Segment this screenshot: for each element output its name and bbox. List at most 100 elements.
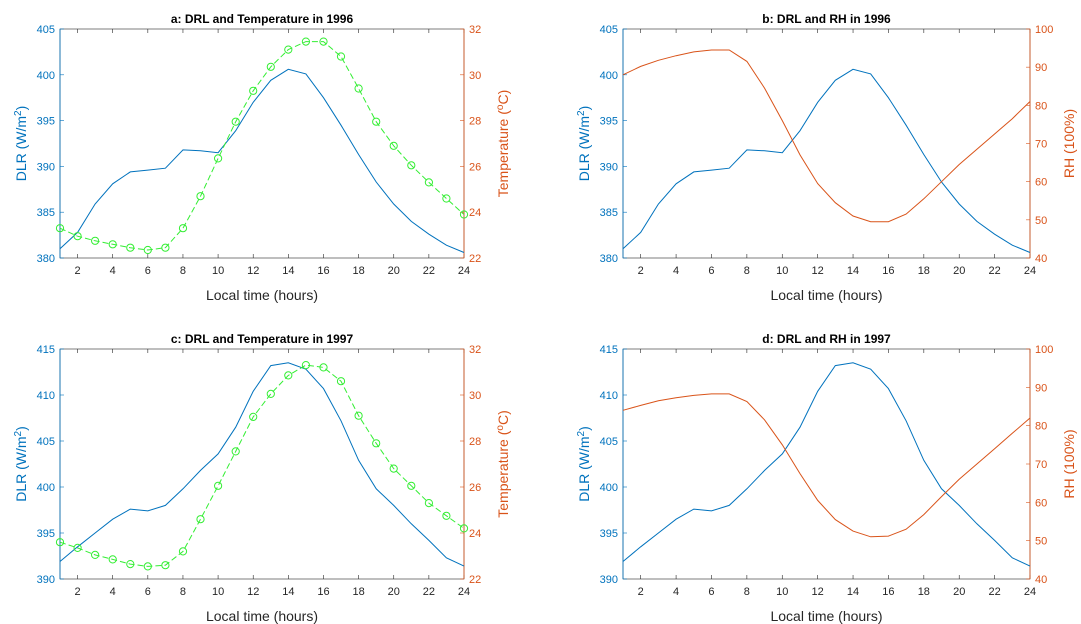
y-left-tick-label: 395 [37, 528, 55, 540]
y-left-tick-label: 380 [600, 253, 618, 265]
y-right-tick-label: 30 [469, 390, 481, 402]
temperature-point [459, 210, 469, 219]
panel-d-xlabel: Local time (hours) [770, 608, 882, 624]
temperature-point [231, 447, 240, 456]
panel-b-xlabel: Local time (hours) [770, 287, 882, 303]
x-tick-label: 4 [110, 586, 116, 598]
plot-frame [622, 348, 1031, 580]
panel-a-ylabel-right: Temperature (oC) [495, 90, 512, 198]
x-tick-label: 12 [247, 586, 259, 598]
x-tick-label: 24 [458, 586, 470, 598]
y-right-tick-label: 100 [1035, 344, 1053, 356]
y-left-tick-label: 415 [37, 344, 55, 356]
y-right-tick-label: 50 [1035, 215, 1047, 227]
x-tick-label: 12 [812, 586, 824, 598]
x-tick-label: 18 [352, 586, 364, 598]
temperature-series-line [59, 41, 465, 251]
temperature-point [442, 194, 451, 203]
x-tick-label: 24 [1024, 265, 1036, 277]
y-left-tick-label: 400 [37, 482, 55, 494]
y-left-tick-label: 390 [37, 161, 55, 173]
x-tick-label: 20 [388, 586, 400, 598]
temperature-point [126, 243, 135, 252]
x-tick-label: 16 [882, 265, 894, 277]
y-left-tick-label: 390 [37, 574, 55, 586]
x-tick-label: 12 [812, 265, 824, 277]
temperature-point [372, 439, 381, 448]
y-right-tick-label: 70 [1035, 139, 1047, 151]
temperature-point [249, 412, 258, 421]
y-right-tick-label: 50 [1035, 536, 1047, 548]
y-left-tick-label: 395 [37, 116, 55, 128]
x-tick-label: 18 [918, 265, 930, 277]
y-left-tick-label: 405 [37, 436, 55, 448]
temperature-point [301, 37, 310, 46]
panel-c-ylabel-right: Temperature (oC) [495, 410, 512, 518]
temperature-point [284, 45, 293, 54]
y-left-tick-label: 385 [600, 207, 618, 219]
temperature-point [196, 515, 205, 524]
panel-c-ylabel-left: DLR (W/m2) [13, 426, 30, 502]
panel-d-ylabel-left: DLR (W/m2) [576, 426, 593, 502]
panel-d: d: DRL and RH in 1997 Local time (hours)… [576, 332, 1078, 624]
panel-d-ylabel-right: RH (100%) [1061, 429, 1077, 498]
temperature-point [354, 411, 363, 420]
y-left-tick-label: 395 [600, 528, 618, 540]
panel-a-ylabel-left: DLR (W/m2) [13, 106, 30, 182]
y-right-tick-label: 24 [469, 528, 481, 540]
x-tick-label: 14 [847, 265, 859, 277]
x-tick-label: 14 [282, 586, 294, 598]
y-left-tick-label: 380 [37, 253, 55, 265]
y-left-tick-label: 405 [37, 24, 55, 36]
x-tick-label: 4 [673, 586, 679, 598]
y-right-tick-label: 60 [1035, 497, 1047, 509]
y-left-tick-label: 405 [600, 436, 618, 448]
temperature-point [196, 192, 205, 201]
x-tick-label: 2 [638, 586, 644, 598]
x-tick-label: 20 [953, 586, 965, 598]
plot-frame [59, 28, 465, 259]
panel-b: b: DRL and RH in 1996 Local time (hours)… [576, 12, 1078, 303]
panel-b-title: b: DRL and RH in 1996 [762, 12, 891, 26]
x-tick-label: 24 [1024, 586, 1036, 598]
temperature-point [319, 37, 328, 46]
y-right-tick-label: 40 [1035, 253, 1047, 265]
y-right-tick-label: 32 [469, 24, 481, 36]
rh-series-line [622, 393, 1031, 538]
x-tick-label: 8 [180, 265, 186, 277]
temperature-point [108, 240, 117, 249]
temperature-point [407, 161, 416, 170]
temperature-point [161, 561, 170, 570]
temperature-point [372, 117, 381, 126]
y-left-tick-label: 410 [37, 390, 55, 402]
x-tick-label: 20 [388, 265, 400, 277]
temperature-point [336, 52, 346, 61]
x-tick-label: 6 [145, 586, 151, 598]
x-tick-label: 4 [110, 265, 116, 277]
temperature-point [178, 224, 188, 233]
temperature-point [284, 371, 293, 380]
panel-b-ylabel-left: DLR (W/m2) [576, 106, 593, 182]
temperature-point [161, 243, 170, 252]
temperature-point [214, 481, 223, 490]
y-right-tick-label: 24 [469, 207, 481, 219]
temperature-point [108, 555, 117, 564]
y-right-tick-label: 26 [469, 482, 481, 494]
x-tick-label: 10 [776, 586, 788, 598]
panel-a-xlabel: Local time (hours) [206, 287, 318, 303]
x-tick-label: 18 [918, 586, 930, 598]
panel-c-title: c: DRL and Temperature in 1997 [171, 332, 354, 346]
temperature-point [354, 84, 363, 93]
panel-c: c: DRL and Temperature in 1997 Local tim… [13, 332, 512, 624]
y-right-tick-label: 28 [469, 436, 481, 448]
y-right-tick-label: 22 [469, 253, 481, 265]
y-right-tick-label: 90 [1035, 62, 1047, 74]
x-tick-label: 2 [638, 265, 644, 277]
temperature-point [301, 361, 310, 370]
temperature-point [126, 560, 135, 569]
temperature-point [424, 178, 433, 187]
temperature-point [266, 62, 275, 71]
temperature-point [73, 232, 82, 241]
x-tick-label: 6 [145, 265, 151, 277]
